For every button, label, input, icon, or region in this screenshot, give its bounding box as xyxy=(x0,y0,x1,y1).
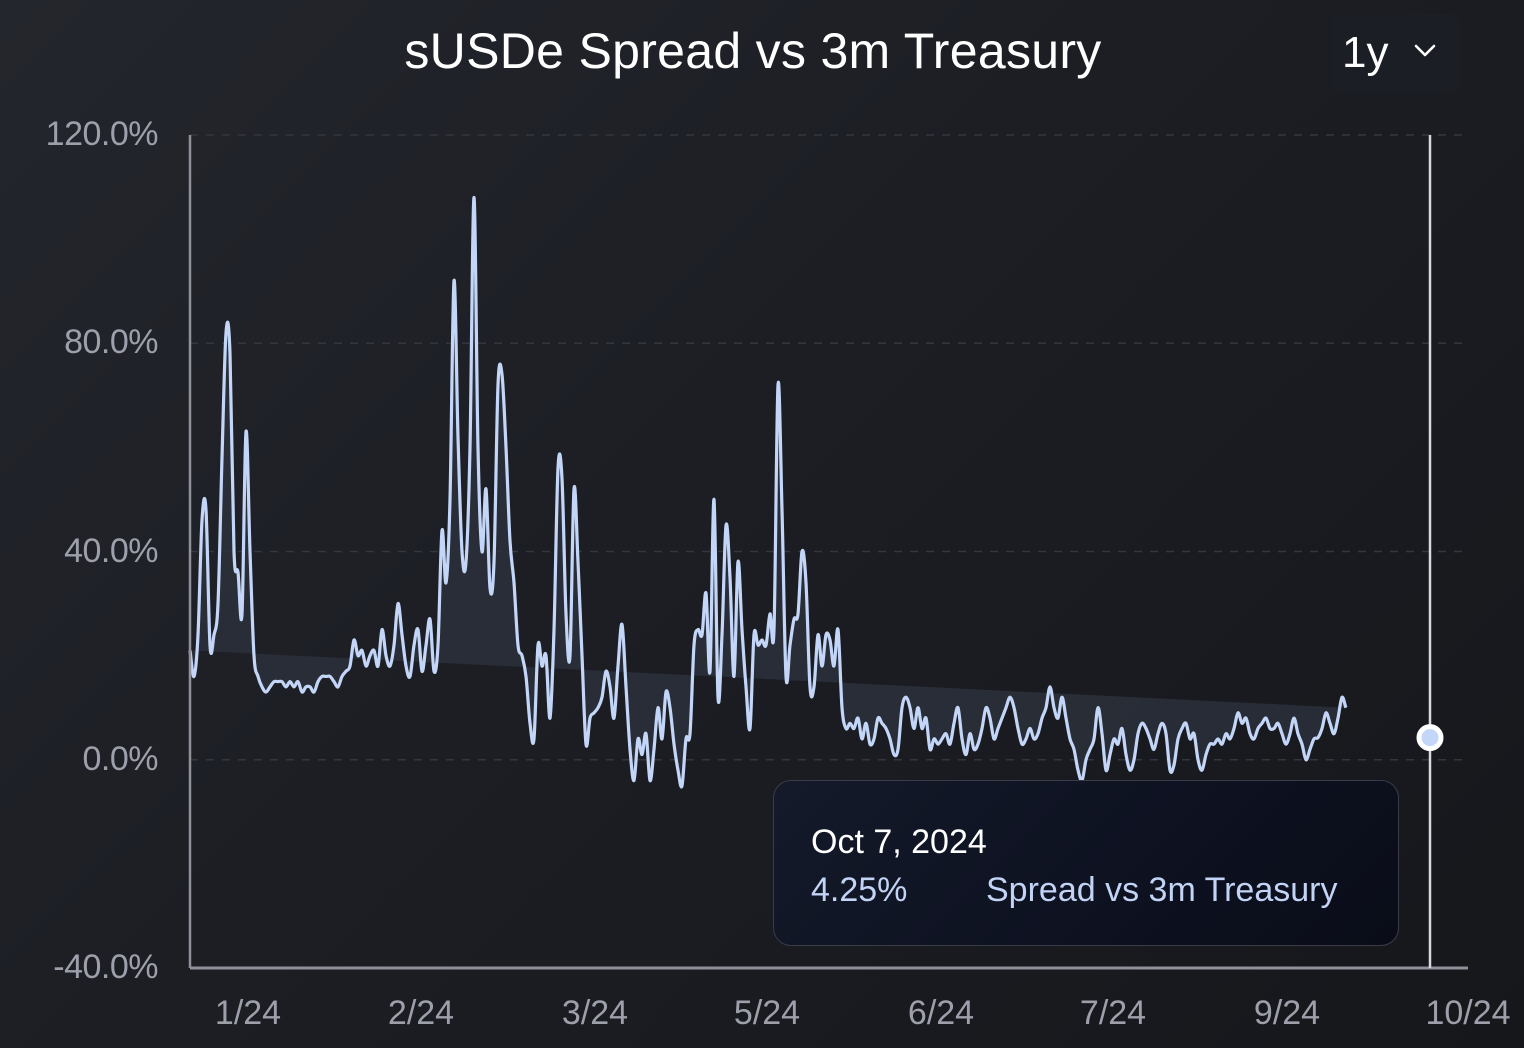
chart-tooltip: Oct 7, 2024 4.25% Spread vs 3m Treasury xyxy=(773,780,1399,946)
y-tick-label: 0.0% xyxy=(82,739,159,778)
x-tick-label: 2/24 xyxy=(387,994,455,1032)
series-line[interactable] xyxy=(188,195,1348,789)
tooltip-series-name: Spread vs 3m Treasury xyxy=(986,871,1338,909)
chevron-down-icon xyxy=(1414,44,1436,57)
x-tick-label: 5/24 xyxy=(733,994,801,1032)
x-tick-label: 3/24 xyxy=(561,994,629,1032)
series-area-fill xyxy=(190,197,1346,787)
range-selector-value: 1y xyxy=(1342,28,1389,77)
x-tick-label: 1/24 xyxy=(214,994,282,1032)
y-tick-label: 40.0% xyxy=(64,531,158,570)
x-tick-label: 7/24 xyxy=(1079,994,1147,1032)
range-selector-dropdown[interactable]: 1y xyxy=(1332,14,1460,92)
gridlines xyxy=(190,134,1468,761)
x-tick-label: 9/24 xyxy=(1253,994,1321,1032)
chart-title: sUSDe Spread vs 3m Treasury xyxy=(404,23,1102,79)
hover-point-marker xyxy=(1416,724,1444,752)
y-tick-label: -40.0% xyxy=(53,948,158,986)
tooltip-date: Oct 7, 2024 xyxy=(811,823,987,861)
tooltip-value: 4.25% xyxy=(811,871,908,909)
x-tick-label: 10/24 xyxy=(1425,994,1511,1032)
y-tick-label: 80.0% xyxy=(64,323,158,362)
x-tick-label: 6/24 xyxy=(907,994,975,1032)
y-tick-label: 120.0% xyxy=(45,115,159,153)
